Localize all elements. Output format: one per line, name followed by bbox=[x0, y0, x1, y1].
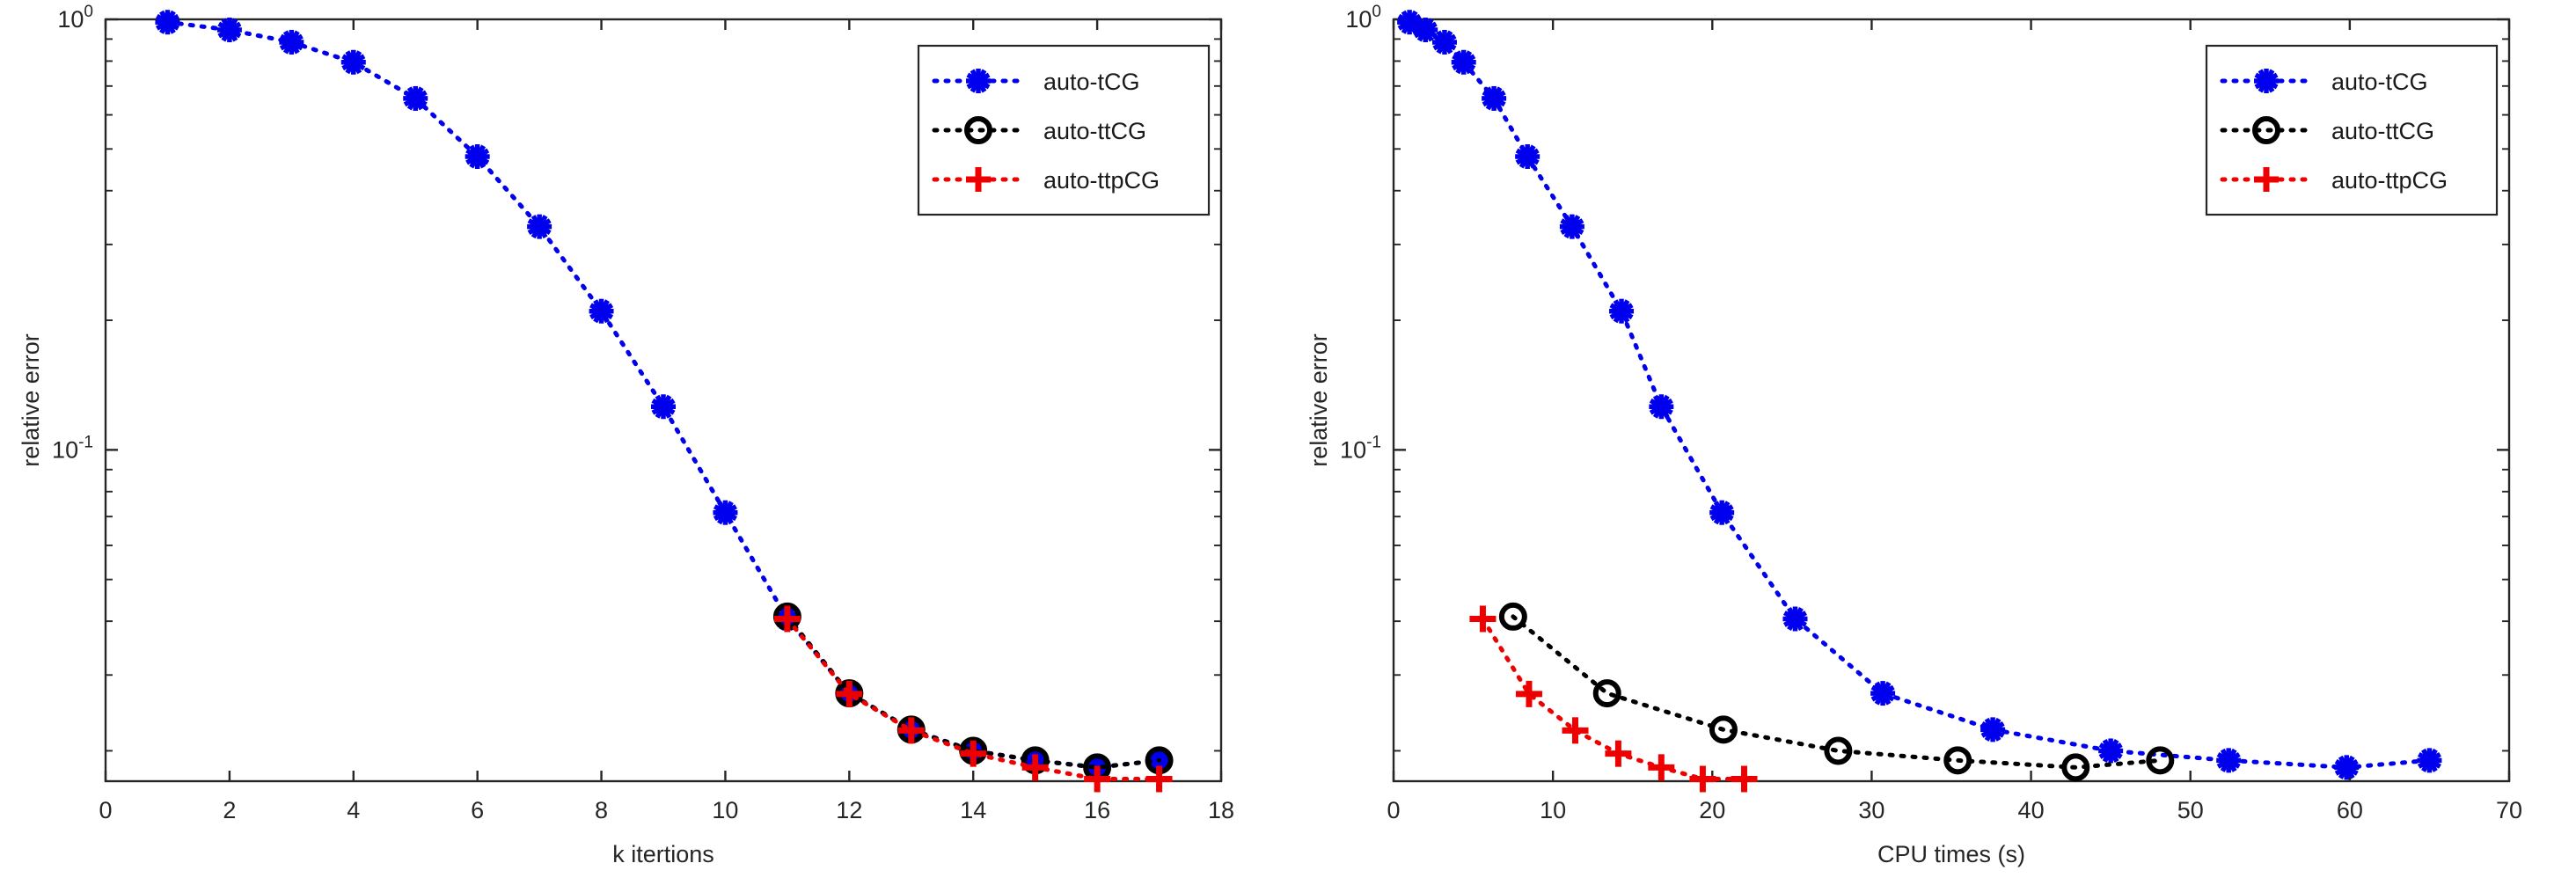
x-tick-label: 14 bbox=[960, 797, 986, 823]
x-axis-label: k itertions bbox=[612, 841, 714, 867]
x-tick-label: 0 bbox=[99, 797, 112, 823]
labels-left: 0 2 4 6 8 10 12 14 16 18 100 10-1 k itertions relativ… bbox=[18, 3, 1234, 867]
legend-right[interactable]: auto-tCG auto-ttCG auto-ttpCG bbox=[2205, 44, 2499, 216]
y-tick-label: 10-1 bbox=[52, 433, 93, 463]
x-tick-label: 16 bbox=[1084, 797, 1110, 823]
x-tick-label: 70 bbox=[2496, 797, 2522, 823]
legend-item-auto-ttpCG[interactable]: auto-ttpCG bbox=[932, 167, 1160, 194]
x-tick-label: 6 bbox=[471, 797, 484, 823]
legend-label: auto-tCG bbox=[2331, 69, 2428, 95]
x-tick-label: 10 bbox=[712, 797, 738, 823]
plot-left-svg: 0 2 4 6 8 10 12 14 16 18 100 10-1 k itertions relativ… bbox=[18, 3, 1234, 867]
x-tick-label: 12 bbox=[836, 797, 862, 823]
legend-marker-asterisk-icon bbox=[2254, 69, 2279, 93]
chart-panel-right: 0 10 20 30 40 50 60 70 100 10-1 CPU times (s) relat… bbox=[1288, 0, 2576, 885]
x-tick-label: 60 bbox=[2337, 797, 2363, 823]
x-tick-label: 20 bbox=[1699, 797, 1725, 823]
legend-marker-circle-icon bbox=[964, 116, 992, 144]
legend-item-auto-tCG[interactable]: auto-tCG bbox=[2220, 69, 2428, 95]
y-tick-label: 100 bbox=[57, 3, 93, 33]
plot-frame bbox=[104, 18, 1223, 783]
legend-label: auto-ttpCG bbox=[1043, 167, 1160, 194]
series-auto-tCG bbox=[1397, 10, 2442, 780]
series-auto-ttCG bbox=[1498, 602, 2175, 782]
y-axis-label: relative error bbox=[1306, 333, 1332, 467]
legend-item-auto-tCG[interactable]: auto-tCG bbox=[932, 69, 1140, 95]
series-line bbox=[1511, 614, 2163, 770]
legend-item-auto-ttCG[interactable]: auto-ttCG bbox=[2220, 116, 2434, 144]
legend-left[interactable]: auto-tCG auto-ttCG auto-ttpCG bbox=[917, 44, 1211, 216]
x-axis-label: CPU times (s) bbox=[1877, 841, 2025, 867]
legend-marker-plus-icon bbox=[2254, 167, 2279, 192]
x-tick-label: 10 bbox=[1540, 797, 1566, 823]
chart-panel-left: 0 2 4 6 8 10 12 14 16 18 100 10-1 k itertions relativ… bbox=[18, 3, 1234, 867]
series-right bbox=[1397, 10, 2442, 793]
legend-item-auto-ttCG[interactable]: auto-ttCG bbox=[932, 116, 1146, 144]
series-auto-ttpCG bbox=[1469, 605, 1758, 793]
x-tick-label: 4 bbox=[347, 797, 360, 823]
legend-marker-circle-icon bbox=[2252, 116, 2280, 144]
legend-label: auto-tCG bbox=[1043, 69, 1140, 95]
x-tick-label: 18 bbox=[1208, 797, 1234, 823]
labels-right: 0 10 20 30 40 50 60 70 100 10-1 CPU times (s) relat… bbox=[1306, 3, 2522, 867]
y-tick-label: 10-1 bbox=[1340, 433, 1381, 463]
x-tick-label: 50 bbox=[2177, 797, 2204, 823]
legend-label: auto-ttpCG bbox=[2331, 167, 2448, 194]
y-tick-label: 100 bbox=[1345, 3, 1381, 33]
series-auto-ttpCG bbox=[773, 605, 1173, 793]
x-tick-label: 0 bbox=[1387, 797, 1400, 823]
legend-marker-plus-icon bbox=[966, 167, 991, 192]
x-tick-label: 30 bbox=[1858, 797, 1884, 823]
x-tick-label: 40 bbox=[2018, 797, 2045, 823]
legend-marker-asterisk-icon bbox=[966, 69, 991, 93]
legend-label: auto-ttCG bbox=[1043, 118, 1146, 144]
x-tick-label: 8 bbox=[595, 797, 608, 823]
series-left bbox=[155, 10, 1174, 793]
x-tick-label: 2 bbox=[223, 797, 236, 823]
plot-frame bbox=[1392, 18, 2511, 783]
y-axis-label: relative error bbox=[18, 333, 44, 467]
legend-label: auto-ttCG bbox=[2331, 118, 2434, 144]
plot-right-svg: 0 10 20 30 40 50 60 70 100 10-1 CPU times (s) relat… bbox=[1306, 3, 2522, 867]
legend-item-auto-ttpCG[interactable]: auto-ttpCG bbox=[2220, 167, 2448, 194]
